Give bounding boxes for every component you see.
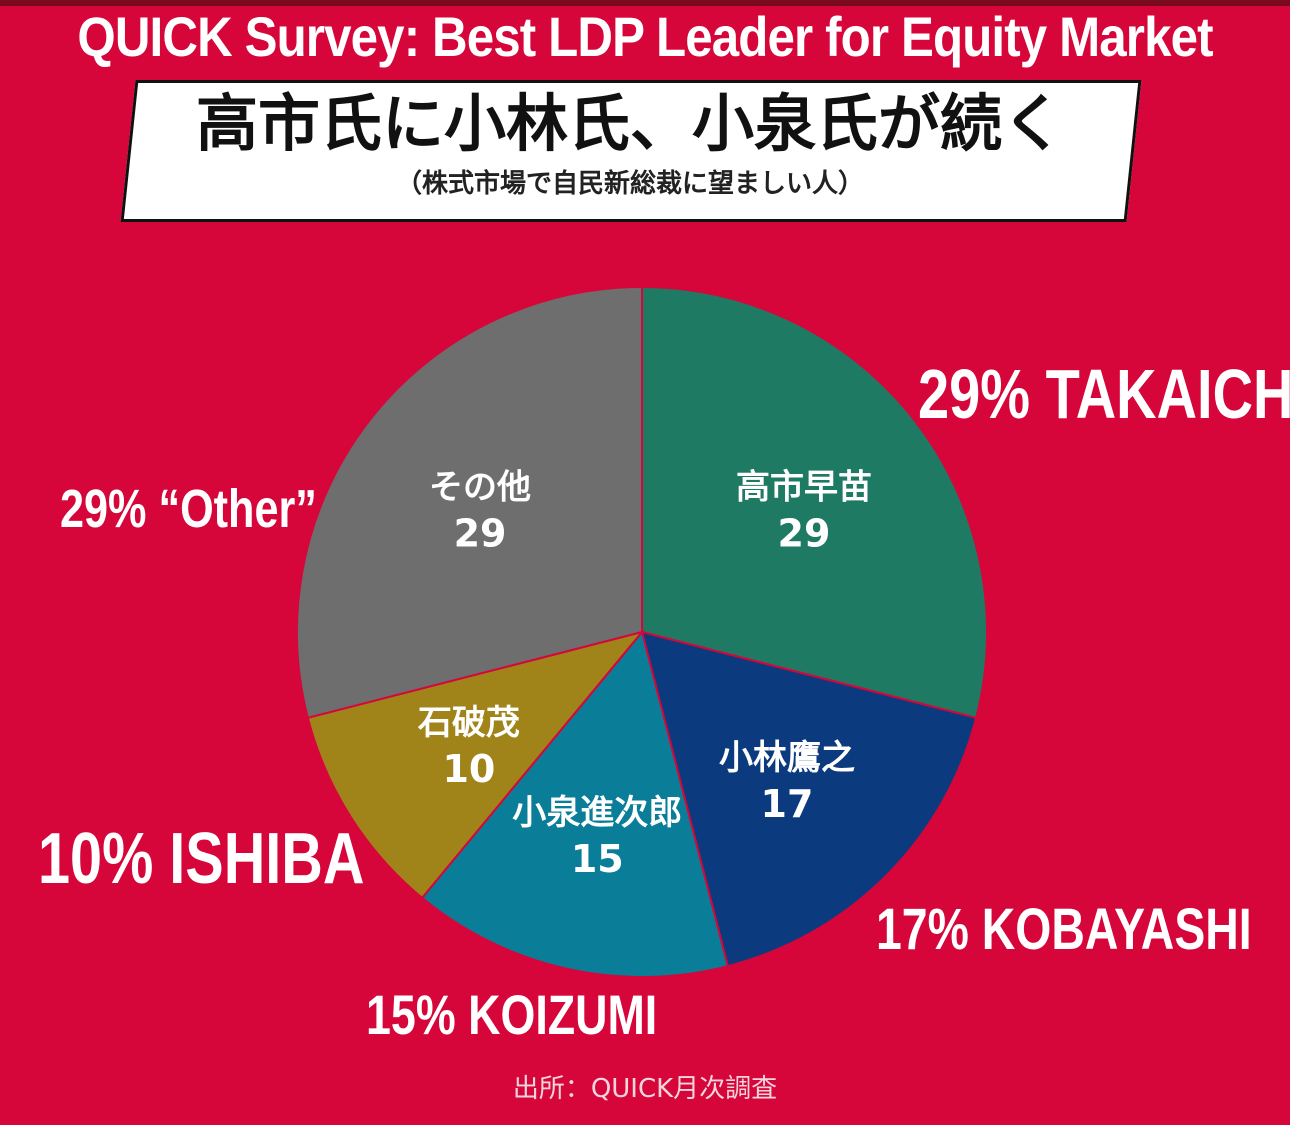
annotation-takaichi: 29% TAKAICHI [918, 355, 1290, 433]
annotation-ishiba: 10% ISHIBA [38, 819, 365, 899]
annotation-other: 29% “Other” [60, 479, 317, 539]
japanese-title: 高市氏に小林氏、小泉氏が続く [195, 87, 1064, 160]
pie-slice-1 [640, 630, 978, 968]
slice-value-1: 17 [761, 782, 814, 826]
pie-slice-3 [306, 630, 645, 900]
pie-slice-0 [641, 285, 988, 720]
slice-value-0: 29 [778, 511, 831, 555]
english-title: QUICK Survey: Best LDP Leader for Equity… [77, 5, 1213, 68]
slice-label-0: 高市早苗 [736, 467, 872, 507]
slice-value-2: 15 [571, 837, 624, 881]
slice-value-4: 29 [454, 511, 507, 555]
japanese-subtitle: （株式市場で自民新総裁に望ましい人） [395, 169, 864, 199]
slice-label-3: 石破茂 [417, 703, 520, 743]
annotation-koizumi: 15% KOIZUMI [366, 983, 658, 1046]
source-note: 出所：QUICK月次調査 [512, 1074, 778, 1104]
slice-value-3: 10 [442, 747, 495, 791]
annotation-kobayashi: 17% KOBAYASHI [876, 897, 1252, 962]
slice-label-4: その他 [429, 467, 531, 507]
pie-slice-2 [420, 629, 730, 978]
pie-slice-4 [296, 285, 643, 720]
top-bar [0, 0, 1290, 6]
slice-label-1: 小林鷹之 [719, 738, 855, 778]
slice-label-2: 小泉進次郎 [512, 793, 682, 833]
